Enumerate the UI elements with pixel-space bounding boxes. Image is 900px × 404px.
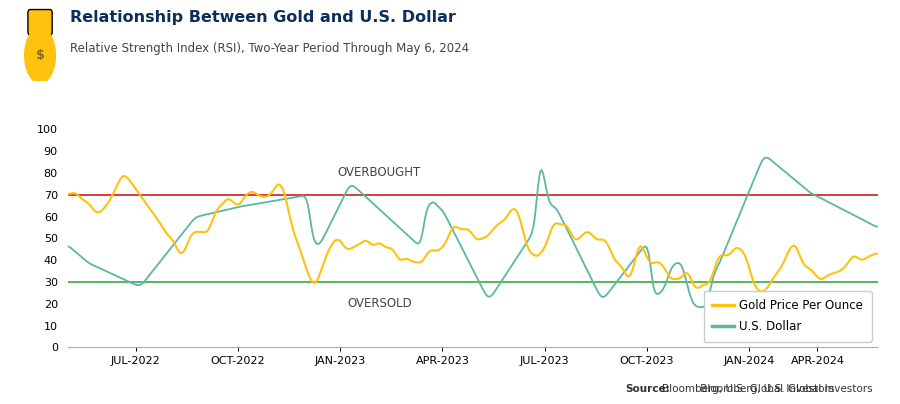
Text: Bloomberg, U.S. Global Investors: Bloomberg, U.S. Global Investors bbox=[698, 384, 873, 394]
FancyBboxPatch shape bbox=[28, 10, 52, 35]
Legend: Gold Price Per Ounce, U.S. Dollar: Gold Price Per Ounce, U.S. Dollar bbox=[704, 291, 871, 341]
Circle shape bbox=[24, 28, 56, 83]
Text: Bloomberg, U.S. Global Investors: Bloomberg, U.S. Global Investors bbox=[662, 384, 834, 394]
Text: OVERSOLD: OVERSOLD bbox=[347, 297, 411, 310]
Text: Relative Strength Index (RSI), Two-Year Period Through May 6, 2024: Relative Strength Index (RSI), Two-Year … bbox=[70, 42, 469, 55]
Text: Relationship Between Gold and U.S. Dollar: Relationship Between Gold and U.S. Dolla… bbox=[70, 10, 456, 25]
Text: Source:: Source: bbox=[626, 384, 670, 394]
Text: $: $ bbox=[36, 49, 44, 62]
Text: OVERBOUGHT: OVERBOUGHT bbox=[338, 166, 421, 179]
